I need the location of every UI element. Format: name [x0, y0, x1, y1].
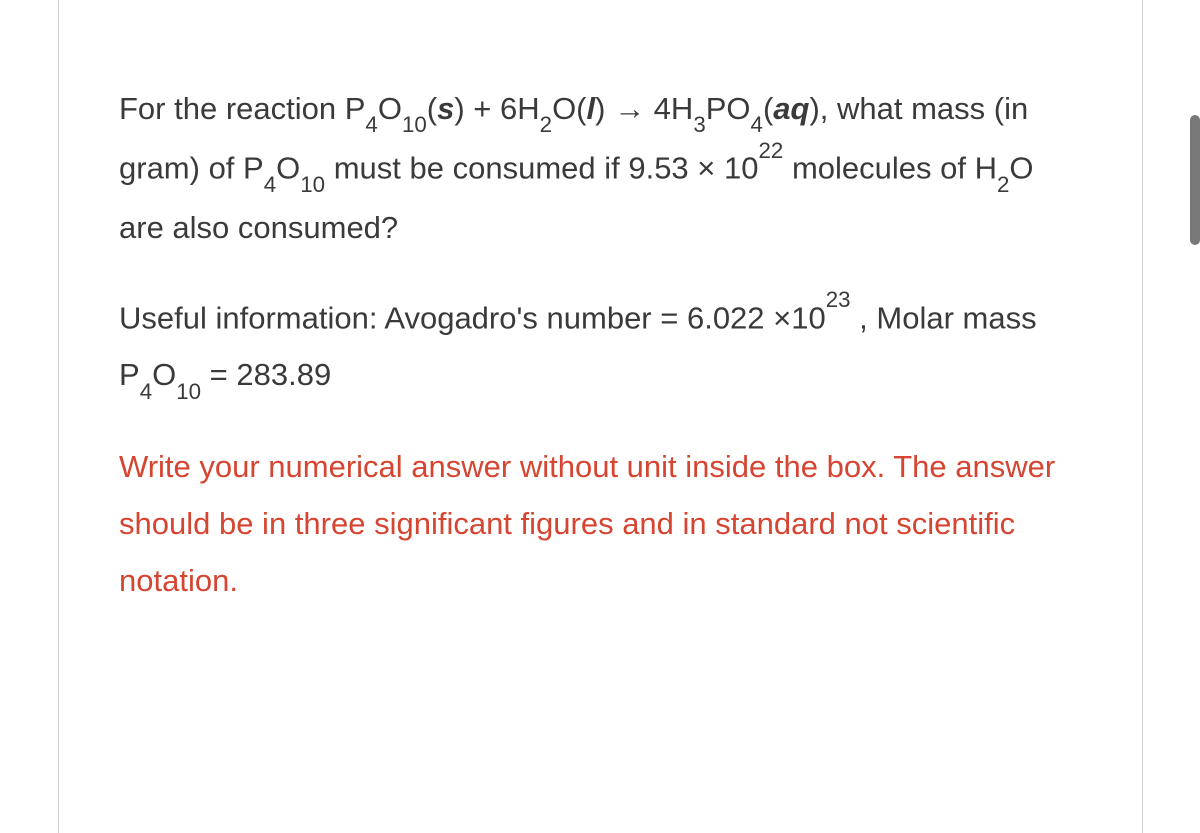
text: O	[152, 357, 176, 392]
instruction-paragraph: Write your numerical answer without unit…	[119, 438, 1082, 610]
subscript: 4	[264, 172, 276, 197]
text: O	[276, 151, 300, 186]
text: (	[427, 91, 437, 126]
state-label: s	[437, 91, 454, 126]
arrow-icon: →	[614, 91, 645, 126]
subscript: 2	[540, 112, 552, 137]
text: must be consumed if 9.53 × 10	[325, 151, 758, 186]
subscript: 4	[140, 379, 152, 404]
superscript: 22	[759, 138, 784, 163]
text: = 283.89	[201, 357, 331, 392]
subscript: 4	[751, 112, 763, 137]
subscript: 3	[693, 112, 705, 137]
info-paragraph: Useful information: Avogadro's number = …	[119, 289, 1082, 406]
scrollbar-track[interactable]	[1186, 0, 1200, 833]
question-content: For the reaction P4O10(s) + 6H2O(l) → 4H…	[119, 80, 1082, 610]
subscript: 4	[365, 112, 377, 137]
text: 4H	[645, 91, 693, 126]
text: ) + 6H	[454, 91, 539, 126]
scrollbar-thumb[interactable]	[1190, 115, 1200, 245]
text: PO	[706, 91, 751, 126]
subscript: 10	[300, 172, 325, 197]
instruction-text: Write your numerical answer without unit…	[119, 449, 1055, 599]
state-label: l	[587, 91, 596, 126]
superscript: 23	[826, 287, 851, 312]
text: )	[595, 91, 614, 126]
text: O	[378, 91, 402, 126]
subscript: 2	[997, 172, 1009, 197]
state-label: aq	[773, 91, 809, 126]
text: For the reaction P	[119, 91, 365, 126]
text: molecules of H	[783, 151, 997, 186]
subscript: 10	[402, 112, 427, 137]
question-paragraph: For the reaction P4O10(s) + 6H2O(l) → 4H…	[119, 80, 1082, 257]
text: (	[763, 91, 773, 126]
question-frame: For the reaction P4O10(s) + 6H2O(l) → 4H…	[58, 0, 1143, 833]
text: O(	[552, 91, 586, 126]
subscript: 10	[176, 379, 201, 404]
text: Useful information: Avogadro's number = …	[119, 300, 826, 335]
